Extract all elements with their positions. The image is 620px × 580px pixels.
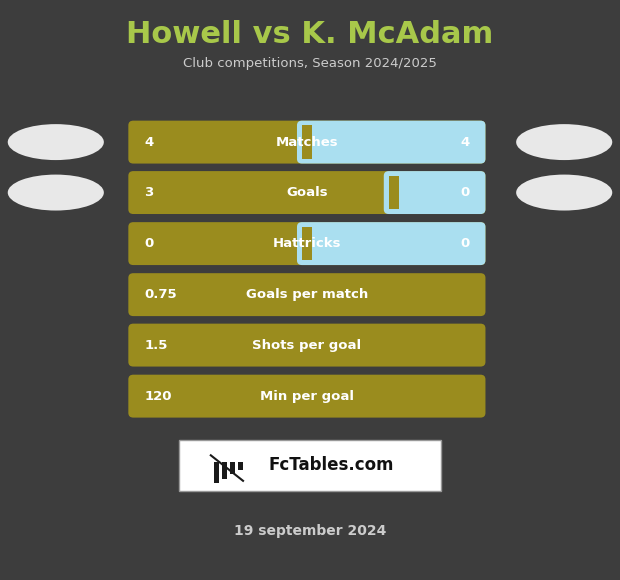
FancyBboxPatch shape xyxy=(384,171,485,214)
Ellipse shape xyxy=(516,124,613,160)
Bar xyxy=(302,227,312,260)
Text: FcTables.com: FcTables.com xyxy=(268,456,394,474)
Text: 0: 0 xyxy=(460,186,469,199)
FancyBboxPatch shape xyxy=(128,273,485,316)
FancyBboxPatch shape xyxy=(128,222,485,265)
FancyBboxPatch shape xyxy=(297,222,485,265)
Bar xyxy=(222,462,227,478)
Ellipse shape xyxy=(516,175,613,211)
Text: Matches: Matches xyxy=(275,136,339,148)
Text: Hattricks: Hattricks xyxy=(273,237,341,250)
Text: 0: 0 xyxy=(144,237,154,250)
Bar xyxy=(302,125,312,159)
Text: Min per goal: Min per goal xyxy=(260,390,354,403)
Text: Shots per goal: Shots per goal xyxy=(252,339,361,351)
Bar xyxy=(230,462,235,474)
Text: 4: 4 xyxy=(460,136,469,148)
Text: 4: 4 xyxy=(144,136,154,148)
Text: 0: 0 xyxy=(460,237,469,250)
FancyBboxPatch shape xyxy=(128,375,485,418)
Text: Club competitions, Season 2024/2025: Club competitions, Season 2024/2025 xyxy=(183,57,437,70)
Text: Howell vs K. McAdam: Howell vs K. McAdam xyxy=(126,20,494,49)
FancyBboxPatch shape xyxy=(179,440,441,491)
Bar xyxy=(214,462,219,483)
Ellipse shape xyxy=(7,175,104,211)
FancyBboxPatch shape xyxy=(297,121,485,164)
Text: 1.5: 1.5 xyxy=(144,339,168,351)
Text: 0.75: 0.75 xyxy=(144,288,177,301)
Text: 120: 120 xyxy=(144,390,172,403)
Ellipse shape xyxy=(7,124,104,160)
Bar xyxy=(389,176,399,209)
Text: Goals: Goals xyxy=(286,186,328,199)
FancyBboxPatch shape xyxy=(128,121,485,164)
Text: Goals per match: Goals per match xyxy=(246,288,368,301)
FancyBboxPatch shape xyxy=(128,324,485,367)
Text: 19 september 2024: 19 september 2024 xyxy=(234,524,386,538)
Bar xyxy=(238,462,243,470)
Text: 3: 3 xyxy=(144,186,154,199)
FancyBboxPatch shape xyxy=(128,171,485,214)
